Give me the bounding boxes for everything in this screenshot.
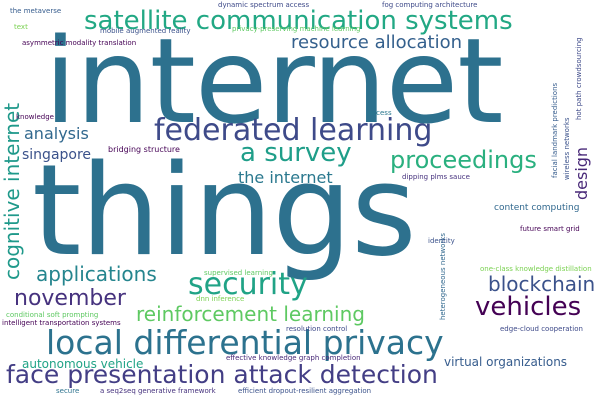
word-identity: identity bbox=[428, 237, 455, 245]
word-security: security bbox=[188, 267, 308, 302]
word-bridging-structure: bridging structure bbox=[108, 145, 180, 154]
word-vehicles: vehicles bbox=[475, 292, 582, 322]
word-heterogeneous-networks: heterogeneous networks bbox=[439, 233, 447, 320]
word-internet: internet bbox=[44, 12, 504, 150]
word-resolution-control: resolution control bbox=[286, 325, 348, 333]
word-text: text bbox=[14, 23, 28, 31]
word-future-smart-grid: future smart grid bbox=[520, 225, 580, 233]
word-federated-learning: federated learning bbox=[154, 113, 433, 148]
word-access: access bbox=[368, 109, 392, 117]
word-edge-cloud-cooperation: edge-cloud cooperation bbox=[500, 325, 583, 333]
word-cognitive-internet: cognitive internet bbox=[0, 102, 24, 280]
word-the-internet: the internet bbox=[238, 168, 333, 187]
word-the-metaverse: the metaverse bbox=[10, 7, 62, 15]
word-asymmetric-modality-translation: asymmetric modality translation bbox=[22, 39, 137, 47]
word-secure: secure bbox=[56, 387, 80, 395]
word-satellite-communication-systems: satellite communication systems bbox=[84, 6, 513, 36]
word-analysis: analysis bbox=[24, 124, 89, 143]
word-dynamic-spectrum-access: dynamic spectrum access bbox=[218, 1, 310, 9]
word-dnn-inference: dnn inference bbox=[196, 295, 245, 303]
word-mobile-augmented-reality: mobile augmented reality bbox=[100, 27, 191, 35]
word-effective-knowledge-graph-completion: effective knowledge graph completion bbox=[226, 354, 361, 362]
word-facial-landmark-predictions: facial landmark predictions bbox=[551, 82, 559, 178]
word-one-class-knowledge-distillation: one-class knowledge distillation bbox=[480, 265, 592, 273]
word-hot-path-crowdsourcing: hot path crowdsourcing bbox=[575, 37, 583, 120]
word-conditional-soft-prompting: conditional soft prompting bbox=[6, 311, 99, 319]
word-intelligent-transportation-systems: intelligent transportation systems bbox=[2, 319, 121, 327]
word-applications: applications bbox=[36, 262, 157, 286]
word-virtual-organizations: virtual organizations bbox=[444, 355, 568, 369]
word-wireless-networks: wireless networks bbox=[563, 117, 571, 180]
word-proceedings: proceedings bbox=[390, 146, 537, 174]
word-content-computing: content computing bbox=[494, 203, 580, 213]
word-dipping-plms-sauce: dipping plms sauce bbox=[402, 173, 470, 181]
word-reinforcement-learning: reinforcement learning bbox=[136, 302, 365, 326]
word-fog-computing-architecture: fog computing architecture bbox=[382, 1, 478, 9]
word-blockchain: blockchain bbox=[488, 272, 596, 296]
word-efficient-dropout-resilient-aggregation: efficient dropout-resilient aggregation bbox=[238, 387, 372, 395]
word-face-presentation-attack-detection: face presentation attack detection bbox=[6, 360, 438, 389]
word-design: design bbox=[572, 146, 591, 200]
word-privacy-preserving-machine-learning: privacy-preserving machine learning bbox=[232, 25, 361, 33]
word-things: things bbox=[32, 137, 417, 284]
word-november: november bbox=[14, 286, 126, 311]
word-autonomous-vehicle: autonomous vehicle bbox=[22, 357, 144, 371]
word-a-seq2seq-generative-framework: a seq2seq generative framework bbox=[100, 387, 216, 395]
word-resource-allocation: resource allocation bbox=[291, 32, 463, 53]
word-local-differential-privacy: local differential privacy bbox=[46, 323, 444, 362]
word-knowledge: knowledge bbox=[16, 113, 54, 121]
word-a-survey: a survey bbox=[240, 138, 352, 168]
word-singapore: singapore bbox=[22, 147, 92, 163]
word-supervised-learning: supervised learning bbox=[204, 269, 273, 277]
